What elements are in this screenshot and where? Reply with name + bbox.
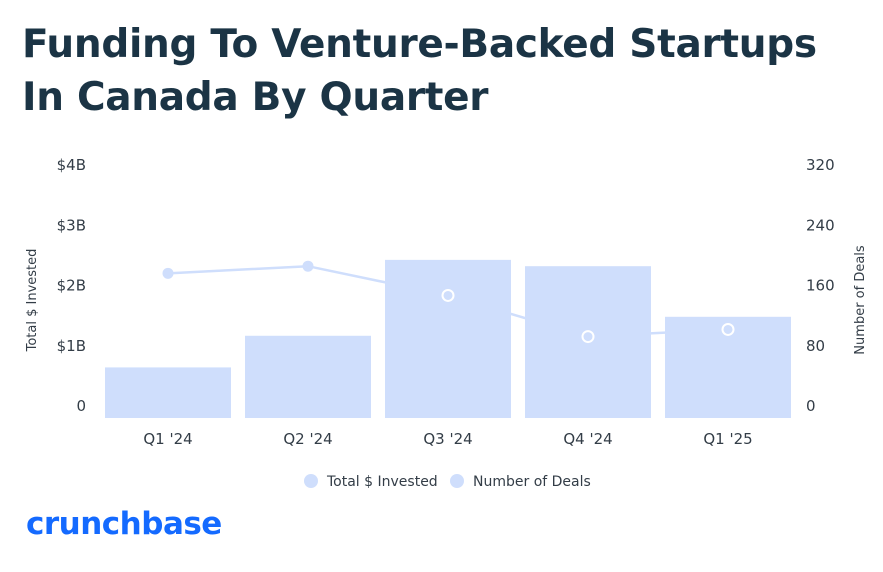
bar (385, 259, 511, 418)
deals-point (441, 288, 455, 302)
crunchbase-logo: crunchbase (26, 506, 222, 542)
right-axis-tick: 0 (806, 397, 816, 415)
bar (245, 335, 371, 418)
deals-point (721, 322, 735, 336)
deals-point (581, 330, 595, 344)
category-label: Q1 '24 (143, 430, 192, 448)
chart-title: Funding To Venture-Backed Startups In Ca… (22, 22, 817, 120)
left-axis-ticks: 0 $1B $2B $3B $4B (57, 156, 86, 415)
right-axis-ticks: 0 80 160 240 320 (806, 156, 835, 415)
legend-marker (450, 474, 464, 488)
line-series (162, 260, 735, 344)
category-labels: Q1 '24 Q2 '24 Q3 '24 Q4 '24 Q1 '25 (143, 430, 752, 448)
right-axis-tick: 320 (806, 156, 835, 174)
category-label: Q3 '24 (423, 430, 472, 448)
deals-point (302, 260, 314, 272)
bar (105, 367, 231, 418)
category-label: Q1 '25 (703, 430, 752, 448)
deals-point (162, 267, 174, 279)
left-axis-tick: $3B (57, 216, 86, 234)
bar-series (105, 259, 791, 418)
category-label: Q2 '24 (283, 430, 332, 448)
left-axis-tick: 0 (76, 397, 86, 415)
right-axis-tick: 160 (806, 277, 835, 295)
legend[interactable]: Total $ Invested Number of Deals (304, 474, 591, 490)
legend-marker (304, 474, 318, 488)
left-axis-title: Total $ Invested (25, 249, 40, 353)
right-axis-title: Number of Deals (853, 245, 868, 355)
category-label: Q4 '24 (563, 430, 612, 448)
left-axis-tick: $1B (57, 337, 86, 355)
right-axis-tick: 80 (806, 337, 825, 355)
legend-label: Total $ Invested (326, 474, 438, 490)
left-axis-tick: $2B (57, 277, 86, 295)
legend-label: Number of Deals (473, 474, 591, 490)
right-axis-tick: 240 (806, 216, 835, 234)
left-axis-tick: $4B (57, 156, 86, 174)
